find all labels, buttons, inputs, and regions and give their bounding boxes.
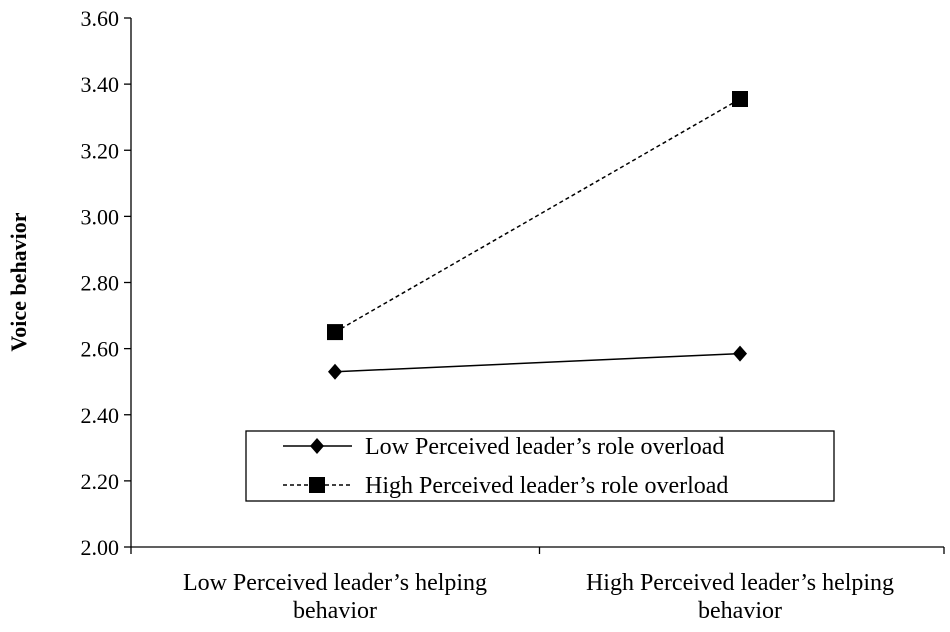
y-tick-label: 2.00 <box>81 535 120 560</box>
legend-marker <box>310 438 324 454</box>
series-high-role-overload <box>327 91 748 341</box>
square-marker <box>732 91 748 108</box>
square-marker <box>327 324 343 341</box>
y-tick-label: 2.20 <box>81 469 120 494</box>
legend: Low Perceived leader’s role overload High… <box>245 430 835 502</box>
x-category-label: High Perceived leader’s helping behavior <box>586 570 894 624</box>
y-tick-label: 3.40 <box>81 72 120 97</box>
diamond-marker <box>733 345 747 362</box>
series-line <box>334 98 741 333</box>
series-low-role-overload <box>328 345 747 380</box>
y-tick-label: 3.00 <box>81 204 120 229</box>
x-axis-category-labels: Low Perceived leader’s helping behavior Hi… <box>183 570 894 624</box>
y-tick-label: 3.60 <box>81 6 120 31</box>
plot-area <box>327 91 748 380</box>
y-axis-title: Voice behavior <box>6 212 31 351</box>
legend-label: Low Perceived leader’s role overload <box>365 434 724 460</box>
y-tick-label: 2.40 <box>81 403 120 428</box>
series-line <box>334 352 741 373</box>
diamond-marker <box>328 363 342 380</box>
legend-marker <box>309 477 325 493</box>
y-tick-label: 3.20 <box>81 138 120 163</box>
legend-label: High Perceived leader’s role overload <box>365 473 728 499</box>
y-tick-label: 2.80 <box>81 271 120 296</box>
x-category-label: Low Perceived leader’s helping behavior <box>183 570 487 624</box>
y-axis-ticks: 2.00 2.20 2.40 2.60 2.80 3.00 3.20 3.40 3.60 <box>81 6 131 560</box>
y-tick-label: 2.60 <box>81 337 120 362</box>
legend-box <box>245 430 835 502</box>
